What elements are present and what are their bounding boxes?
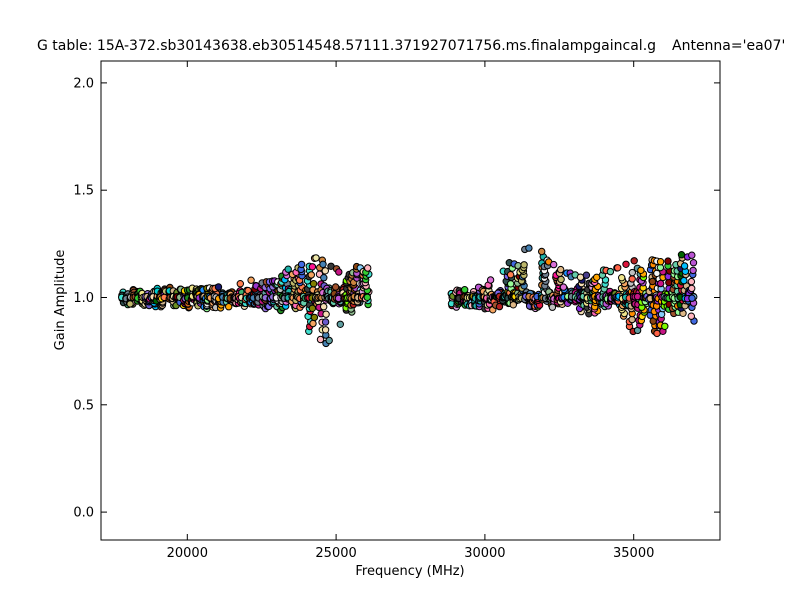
scatter-point xyxy=(214,283,223,291)
scatter-point xyxy=(656,258,665,266)
scatter-point xyxy=(126,300,134,308)
scatter-point xyxy=(316,335,325,344)
scatter-point xyxy=(322,310,330,318)
scatter-point xyxy=(461,286,469,294)
scatter-point xyxy=(236,280,245,288)
scatter-point xyxy=(307,271,315,279)
scatter-point xyxy=(637,266,645,274)
scatter-point xyxy=(507,280,515,288)
scatter-point xyxy=(364,264,372,272)
scatter-point xyxy=(582,271,591,279)
scatter-point xyxy=(648,277,657,286)
scatter-point xyxy=(550,260,558,269)
scatter-point xyxy=(320,303,328,311)
x-tick-label: 35000 xyxy=(613,546,654,561)
scatter-point xyxy=(680,262,689,270)
scatter-point xyxy=(689,266,697,275)
scatter-point xyxy=(309,319,317,328)
scatter-point xyxy=(331,283,340,291)
scatter-point xyxy=(312,254,320,262)
scatter-point xyxy=(325,336,333,345)
scatter-point xyxy=(688,294,696,302)
scatter-point xyxy=(661,322,669,330)
scatter-point xyxy=(688,251,696,259)
scatter-point xyxy=(225,303,233,311)
scatter-point xyxy=(622,260,630,268)
scatter-point xyxy=(657,279,665,288)
scatter-point xyxy=(321,318,330,326)
scatter-point xyxy=(284,265,292,273)
scatter-point xyxy=(630,257,638,265)
scatter-point xyxy=(308,263,317,271)
scatter-point xyxy=(310,313,319,322)
scatter-point xyxy=(509,301,517,309)
y-tick-label: 2.0 xyxy=(73,76,94,91)
scatter-point xyxy=(688,284,696,293)
scatter-point xyxy=(525,244,533,252)
scatter-point xyxy=(677,251,686,259)
scatter-point xyxy=(247,276,255,284)
scatter-point xyxy=(309,280,318,288)
scatter-point xyxy=(628,268,636,277)
x-tick-label: 25000 xyxy=(315,546,356,561)
x-tick-label: 20000 xyxy=(167,546,208,561)
plot-axes-border xyxy=(100,60,721,541)
y-tick-label: 0.0 xyxy=(73,506,94,521)
scatter-point xyxy=(520,261,528,269)
plot-title-table: G table: 15A-372.sb30143638.eb30514548.5… xyxy=(37,38,656,54)
scatter-point xyxy=(363,293,371,301)
plot-title-antenna: Antenna='ea07' xyxy=(672,38,785,54)
scatter-point xyxy=(538,247,546,256)
scatter-point xyxy=(559,283,568,291)
y-tick-label: 1.0 xyxy=(73,291,94,306)
x-tick-label: 30000 xyxy=(464,546,505,561)
scatter-point xyxy=(628,315,636,324)
scatter-point xyxy=(680,276,688,285)
scatter-point xyxy=(319,260,327,268)
scatter-point xyxy=(336,320,344,328)
x-axis-ticks: 20000 25000 30000 35000 xyxy=(167,61,654,561)
scatter-point xyxy=(618,274,626,282)
scatter-point xyxy=(628,275,636,283)
scatter-point xyxy=(606,267,615,276)
scatter-point xyxy=(297,260,306,269)
y-tick-label: 0.5 xyxy=(73,398,94,413)
scatter-point xyxy=(321,267,329,275)
scatter-point xyxy=(664,257,672,265)
scatter-point xyxy=(320,274,328,282)
scatter-point xyxy=(486,276,495,284)
y-axis-ticks: 0.0 0.5 1.0 1.5 2.0 xyxy=(73,76,720,521)
scatter-point xyxy=(614,264,622,272)
scatter-points xyxy=(118,244,698,348)
scatter-point xyxy=(633,292,642,301)
scatter-point xyxy=(557,275,565,284)
x-axis-label: Frequency (MHz) xyxy=(355,564,464,579)
scatter-point xyxy=(495,302,504,311)
scatter-point xyxy=(506,271,515,279)
scatter-point xyxy=(548,303,557,311)
scatter-point xyxy=(335,268,343,276)
scatter-point xyxy=(321,326,330,334)
scatter-point xyxy=(687,277,696,286)
scatter-point xyxy=(687,312,695,320)
y-tick-label: 1.5 xyxy=(73,184,94,199)
scatter-point xyxy=(689,259,698,267)
y-axis-label: Gain Amplitude xyxy=(53,250,68,351)
scatter-point xyxy=(557,265,565,274)
